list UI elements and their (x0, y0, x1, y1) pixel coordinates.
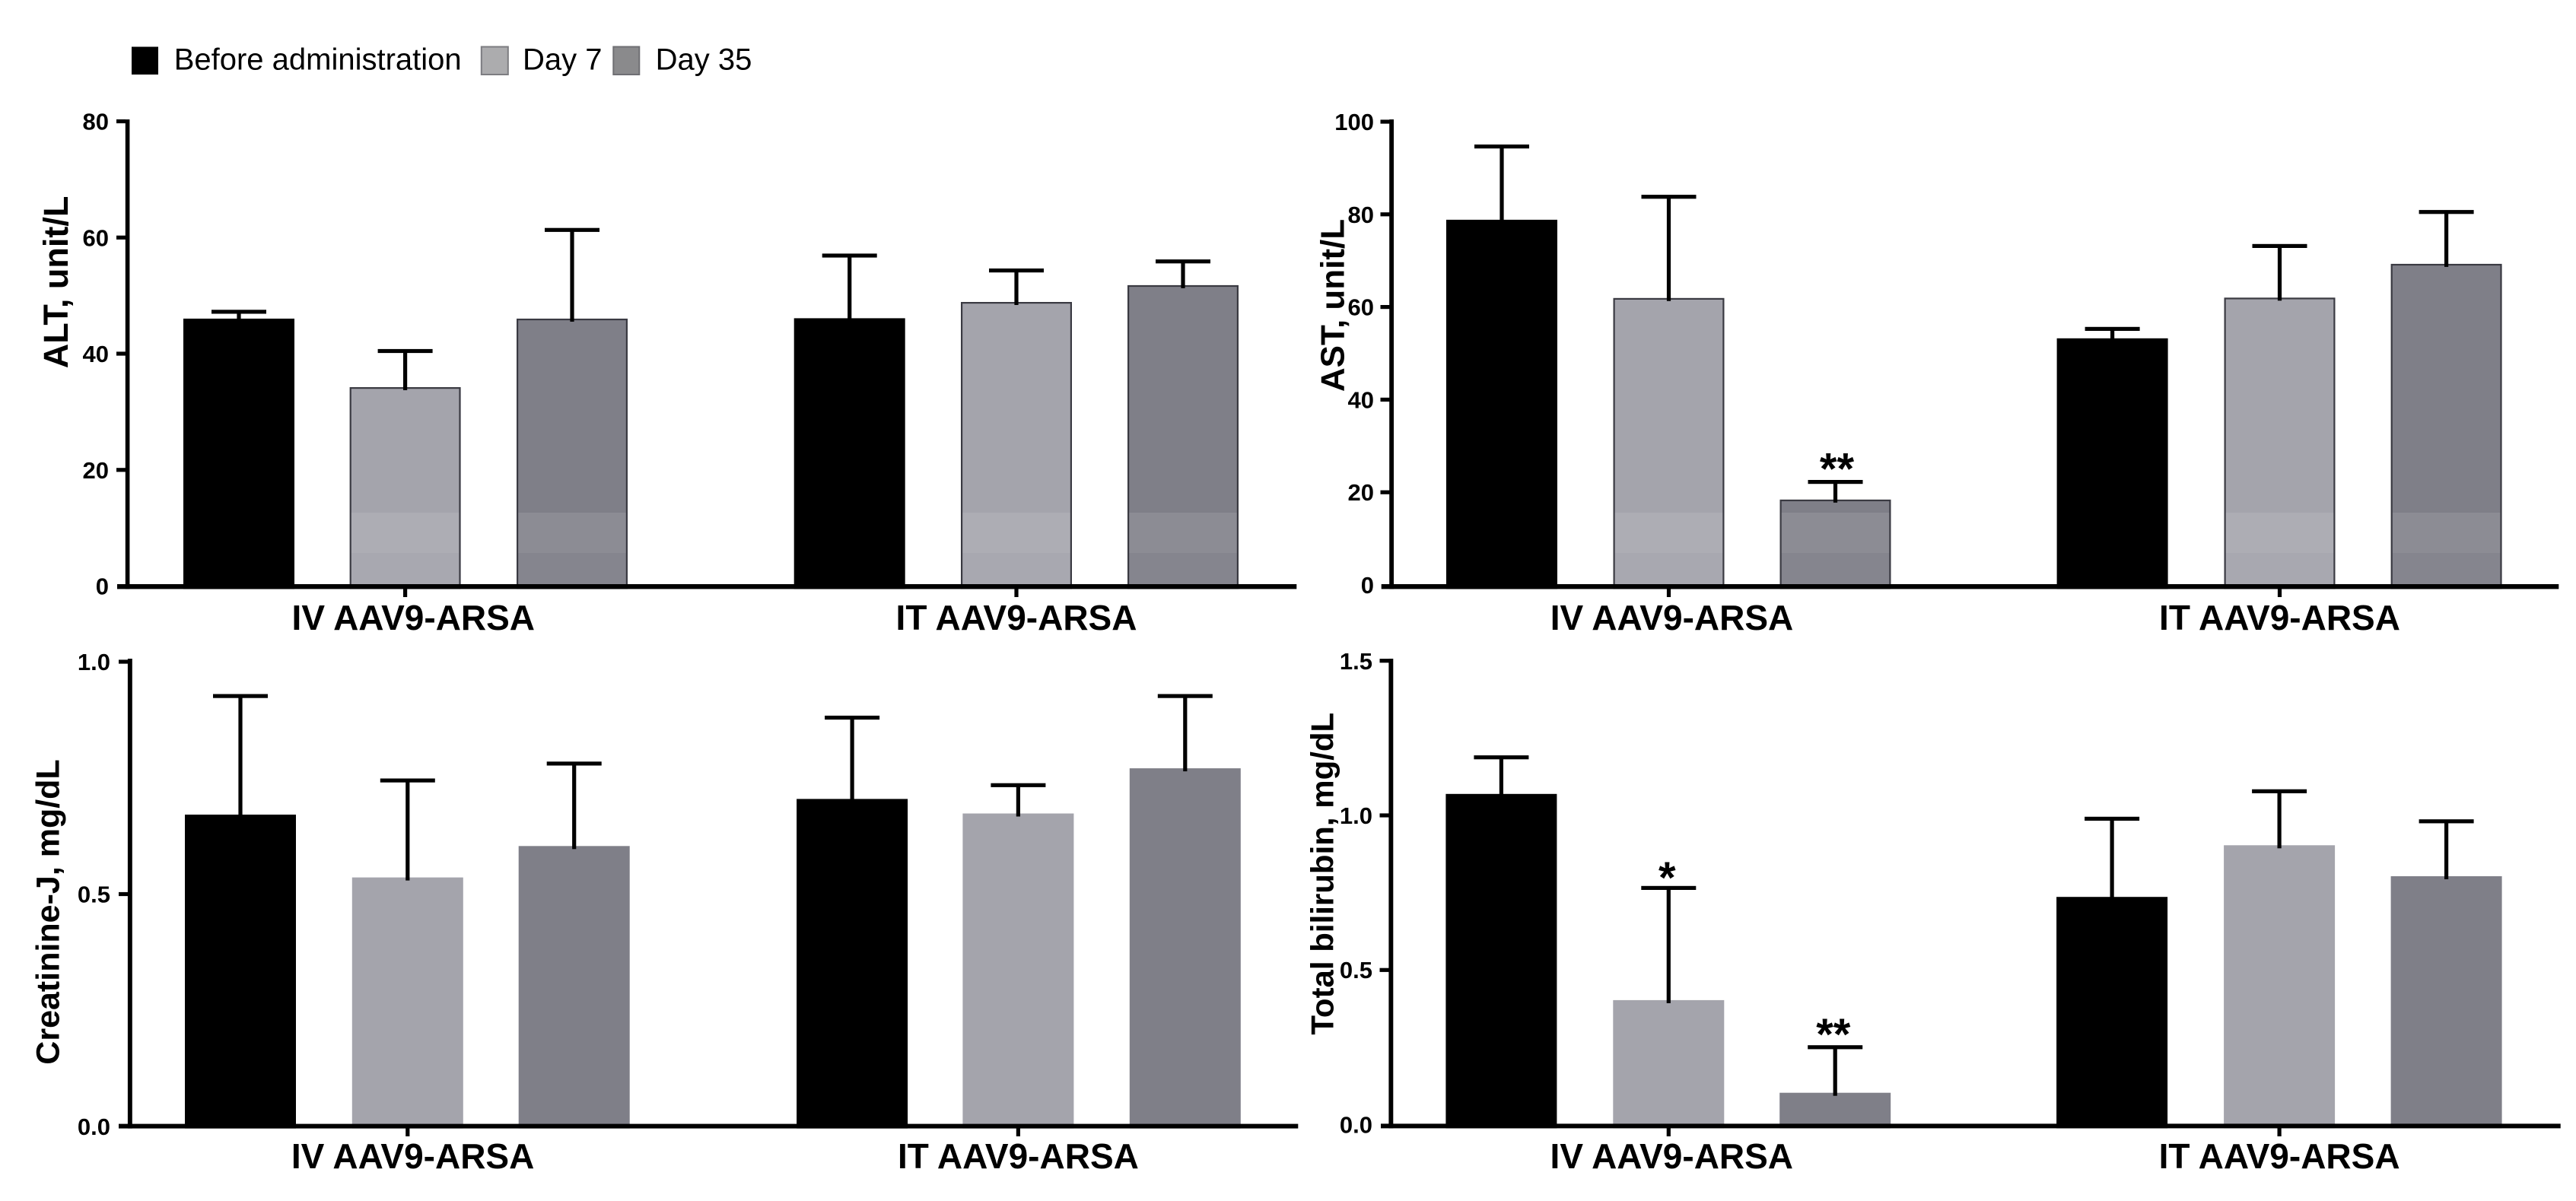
svg-text:IV AAV9-ARSA: IV AAV9-ARSA (1550, 598, 1793, 637)
svg-text:60: 60 (83, 224, 109, 251)
svg-text:IT AAV9-ARSA: IT AAV9-ARSA (898, 1136, 1139, 1176)
svg-text:40: 40 (83, 341, 109, 367)
svg-text:IT AAV9-ARSA: IT AAV9-ARSA (2159, 1136, 2400, 1176)
svg-text:20: 20 (83, 457, 109, 484)
svg-text:IV AAV9-ARSA: IV AAV9-ARSA (1550, 1136, 1793, 1176)
svg-text:1.5: 1.5 (1340, 648, 1372, 675)
svg-text:Total bilirubin, mg/dL: Total bilirubin, mg/dL (1305, 713, 1340, 1035)
svg-text:40: 40 (1348, 386, 1374, 413)
svg-text:AST, unit/L: AST, unit/L (1315, 219, 1352, 392)
svg-text:0: 0 (96, 573, 109, 600)
svg-text:ALT, unit/L: ALT, unit/L (37, 196, 75, 369)
svg-text:Before administration: Before administration (174, 43, 462, 77)
svg-text:0: 0 (1361, 572, 1374, 599)
svg-text:IT AAV9-ARSA: IT AAV9-ARSA (2159, 598, 2400, 637)
svg-text:0.5: 0.5 (1340, 957, 1372, 983)
svg-text:**: ** (1820, 445, 1855, 494)
svg-text:*: * (1658, 853, 1676, 903)
svg-text:IV AAV9-ARSA: IV AAV9-ARSA (292, 598, 535, 637)
svg-text:0.0: 0.0 (78, 1114, 110, 1140)
svg-text:Day 35: Day 35 (656, 43, 752, 77)
svg-text:100: 100 (1334, 109, 1374, 135)
svg-text:60: 60 (1348, 294, 1374, 321)
svg-text:1.0: 1.0 (78, 649, 110, 675)
svg-text:IV AAV9-ARSA: IV AAV9-ARSA (291, 1136, 534, 1176)
svg-text:1.0: 1.0 (1340, 802, 1372, 829)
svg-text:Creatinine-J, mg/dL: Creatinine-J, mg/dL (30, 759, 67, 1064)
svg-text:20: 20 (1348, 479, 1374, 506)
svg-text:IT AAV9-ARSA: IT AAV9-ARSA (896, 598, 1137, 637)
svg-text:0.0: 0.0 (1340, 1112, 1372, 1139)
svg-text:80: 80 (83, 109, 109, 135)
svg-text:Day 7: Day 7 (523, 43, 603, 77)
svg-text:**: ** (1816, 1010, 1851, 1060)
svg-text:0.5: 0.5 (78, 882, 110, 908)
svg-text:80: 80 (1348, 202, 1374, 228)
